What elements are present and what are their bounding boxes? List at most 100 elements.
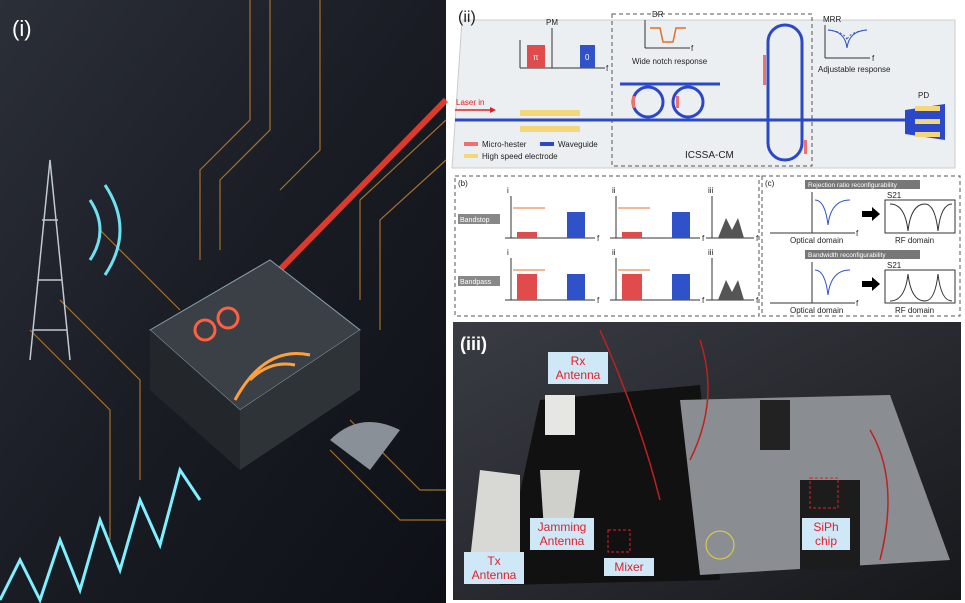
domain-label: Optical domain bbox=[790, 236, 843, 245]
axis-label: f bbox=[597, 234, 600, 243]
domain-label: Optical domain bbox=[790, 306, 843, 315]
plot-index: ii bbox=[612, 248, 616, 257]
heater bbox=[676, 96, 679, 108]
panel-label: (ii) bbox=[458, 9, 476, 26]
legend-label: High speed electrode bbox=[482, 152, 558, 161]
laser-beam bbox=[257, 97, 449, 293]
arrow bbox=[862, 277, 880, 291]
rf-response bbox=[718, 280, 744, 300]
spectrum-bar bbox=[567, 212, 585, 238]
laser-label: Laser in bbox=[456, 98, 484, 107]
axis-label: f bbox=[756, 234, 759, 243]
panel-c: (c) Rejection ratio reconfigurability f Op… bbox=[761, 175, 961, 317]
plot-index: iii bbox=[708, 248, 714, 257]
chip-side bbox=[150, 330, 240, 470]
plot-index: ii bbox=[612, 186, 616, 195]
plot-index: i bbox=[507, 186, 509, 195]
pm-bar bbox=[580, 45, 595, 68]
y-label: S21 bbox=[887, 191, 902, 200]
tower bbox=[29, 159, 71, 361]
rf-wave bbox=[0, 466, 202, 603]
inset-title: MRR bbox=[823, 15, 841, 24]
stage bbox=[760, 400, 790, 450]
optical-curve bbox=[814, 269, 851, 296]
photo-tag: Tx Antenna bbox=[464, 552, 524, 584]
row-label: Bandpass bbox=[460, 279, 492, 286]
axis bbox=[644, 20, 690, 49]
heater bbox=[763, 55, 766, 85]
dish bbox=[330, 422, 400, 470]
device-label: ICSSA-CM bbox=[685, 150, 734, 161]
dashed-box bbox=[611, 13, 813, 167]
photo-tag: Rx Antenna bbox=[548, 352, 608, 384]
domain-label: RF domain bbox=[895, 236, 934, 245]
ring bbox=[193, 318, 217, 342]
spectrum-bar bbox=[672, 212, 690, 238]
panel-iii: (iii) bbox=[453, 322, 961, 600]
axis-label: f bbox=[597, 296, 600, 305]
axis-label: f bbox=[756, 296, 759, 305]
axis-label: f bbox=[691, 44, 694, 53]
panel-label: (iii) bbox=[460, 334, 487, 354]
rf-frame bbox=[884, 199, 956, 234]
y-label: S21 bbox=[887, 261, 902, 270]
inset-text: 0 bbox=[585, 53, 590, 62]
inset-title: DR bbox=[652, 10, 664, 19]
spectrum-bar bbox=[567, 274, 585, 300]
ring bbox=[671, 85, 705, 119]
spectrum-bar bbox=[672, 274, 690, 300]
radio-waves bbox=[88, 184, 122, 276]
axis-label: f bbox=[856, 229, 859, 238]
axis bbox=[824, 25, 870, 59]
horn bbox=[545, 395, 575, 435]
arrow bbox=[862, 207, 880, 221]
mrr-curve bbox=[827, 29, 868, 41]
axis-label: f bbox=[702, 296, 705, 305]
radio-waves bbox=[233, 352, 311, 401]
axis bbox=[770, 262, 855, 304]
horn bbox=[470, 470, 520, 565]
rf-curve bbox=[889, 203, 953, 232]
rf-response bbox=[718, 218, 744, 238]
pd-label: PD bbox=[918, 91, 929, 100]
legend-label: Micro-hester bbox=[482, 140, 527, 149]
chip-side bbox=[240, 330, 360, 470]
legend-swatch bbox=[540, 142, 554, 146]
inset-caption: Wide notch response bbox=[632, 57, 708, 66]
spectrum-bar bbox=[622, 274, 642, 300]
notch-curve bbox=[650, 27, 686, 43]
axis bbox=[770, 192, 855, 234]
fiber bbox=[705, 530, 735, 560]
pd bbox=[905, 104, 945, 140]
photo-tag: Mixer bbox=[604, 558, 654, 576]
legend-swatch bbox=[464, 142, 478, 146]
photo-tag: SiPh chip bbox=[802, 518, 850, 550]
plot-index: iii bbox=[708, 186, 714, 195]
dashed-box bbox=[454, 175, 760, 317]
electrode bbox=[520, 126, 580, 132]
axis-label: f bbox=[872, 54, 875, 63]
panel-i: (i) bbox=[0, 0, 449, 603]
panel-ii: (ii) PM π 0 f DR f Wide notch response M… bbox=[451, 9, 956, 169]
cables bbox=[599, 329, 889, 561]
spectrum-bar bbox=[517, 274, 537, 300]
legend-label: Waveguide bbox=[558, 140, 598, 149]
row-title-bg bbox=[805, 180, 920, 189]
axis-label: f bbox=[606, 64, 609, 73]
rf-curve bbox=[889, 273, 953, 302]
row-label: Bandstop bbox=[460, 217, 490, 224]
chip-box bbox=[809, 477, 839, 509]
laser-arrow-head bbox=[490, 107, 496, 113]
row-title: Bandwidth reconfigurability bbox=[808, 252, 886, 259]
photo-tag: Jamming Antenna bbox=[530, 518, 594, 550]
axis-label: f bbox=[702, 234, 705, 243]
domain-label: RF domain bbox=[895, 306, 934, 315]
spectrum-bar bbox=[622, 232, 642, 238]
inset-caption: Adjustable response bbox=[818, 65, 891, 74]
heater bbox=[804, 140, 807, 154]
ring bbox=[216, 306, 240, 330]
spectrum-bar bbox=[517, 232, 537, 238]
panel-label: (i) bbox=[12, 16, 32, 41]
